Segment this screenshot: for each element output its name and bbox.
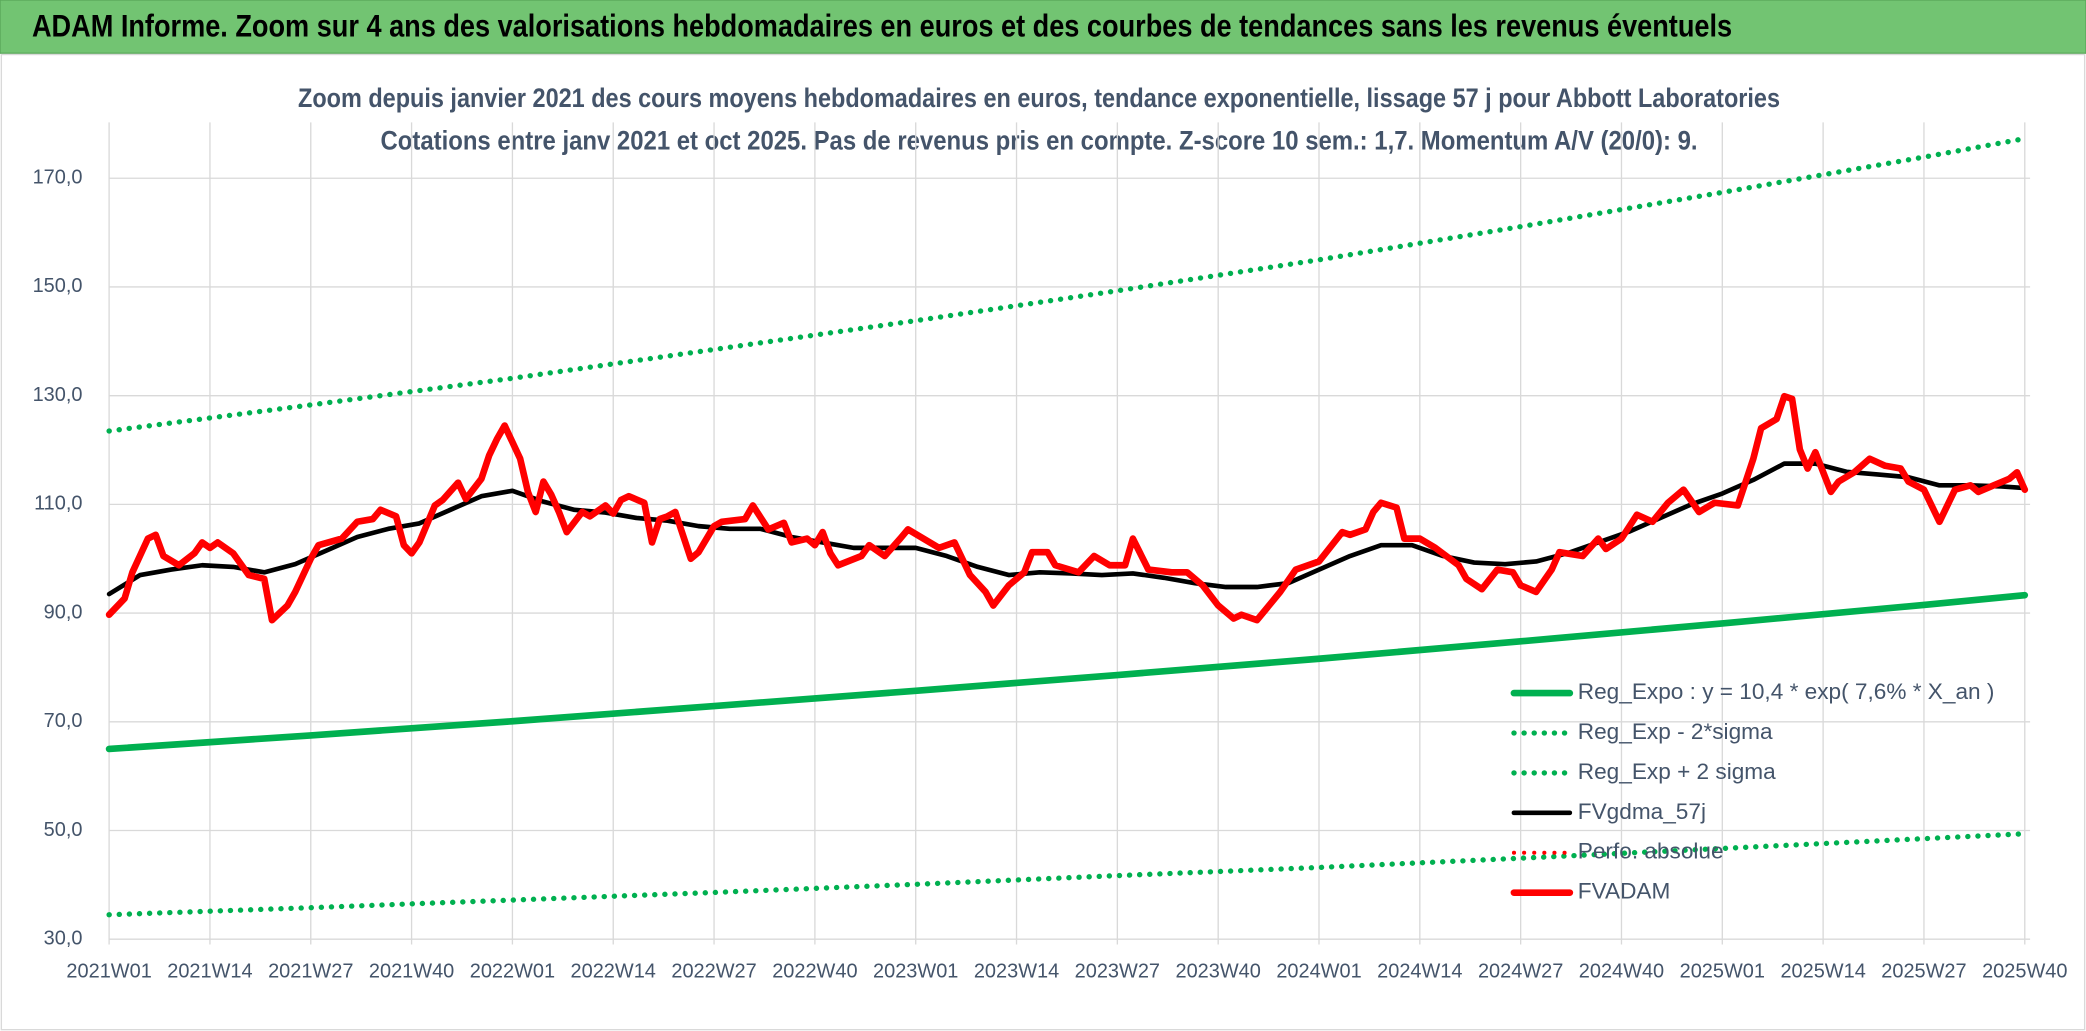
x-tick-label: 2024W01 bbox=[1276, 961, 1361, 983]
x-tick-label: 2025W01 bbox=[1680, 961, 1765, 983]
y-tick-label: 70,0 bbox=[44, 710, 83, 732]
series-line bbox=[105, 392, 2029, 624]
x-tick-label: 2022W40 bbox=[772, 961, 857, 983]
legend-label: Reg_Exp + 2 sigma bbox=[1578, 759, 1776, 784]
x-tick-label: 2023W14 bbox=[974, 961, 1059, 983]
x-tick-label: 2021W14 bbox=[167, 961, 252, 983]
legend-label: FVgdma_57j bbox=[1578, 799, 1706, 824]
x-tick-label: 2022W01 bbox=[470, 961, 555, 983]
x-tick-label: 2021W01 bbox=[66, 961, 151, 983]
grid: 30,0 50,0 70,0 90,0 110,0 130,0 150,0 170,0 2021… bbox=[33, 122, 2067, 983]
legend: Reg_Expo : y = 10,4 * exp( 7,6% * X_an )… bbox=[1510, 679, 1995, 904]
series-line bbox=[106, 831, 2028, 918]
x-tick-label: 2021W27 bbox=[268, 961, 353, 983]
x-tick-label: 2024W14 bbox=[1377, 961, 1462, 983]
x-tick-label: 2025W27 bbox=[1881, 961, 1966, 983]
y-tick-label: 30,0 bbox=[44, 927, 83, 949]
x-tick-label: 2025W14 bbox=[1780, 961, 1865, 983]
y-tick-label: 90,0 bbox=[44, 601, 83, 623]
legend-label: Reg_Exp - 2*sigma bbox=[1578, 719, 1773, 744]
y-tick-label: 170,0 bbox=[33, 167, 83, 189]
series-line bbox=[105, 591, 2029, 753]
chart-subtitle: Cotations entre janv 2021 et oct 2025. P… bbox=[380, 125, 1697, 155]
x-tick-label: 2025W40 bbox=[1982, 961, 2067, 983]
x-tick-label: 2024W27 bbox=[1478, 961, 1563, 983]
y-tick-label: 150,0 bbox=[33, 275, 83, 297]
x-tick-label: 2022W27 bbox=[671, 961, 756, 983]
header-bar bbox=[0, 0, 2086, 54]
legend-label: FVADAM bbox=[1578, 879, 1671, 904]
y-tick-label: 110,0 bbox=[34, 493, 82, 515]
chart-title: Zoom depuis janvier 2021 des cours moyen… bbox=[298, 83, 1780, 113]
y-tick-label: 50,0 bbox=[44, 819, 83, 841]
series-line bbox=[106, 135, 2028, 434]
header-title: ADAM Informe. Zoom sur 4 ans des valoris… bbox=[32, 7, 1732, 43]
x-tick-label: 2023W40 bbox=[1176, 961, 1261, 983]
x-tick-label: 2024W40 bbox=[1579, 961, 1664, 983]
x-tick-label: 2023W01 bbox=[873, 961, 958, 983]
x-tick-label: 2022W14 bbox=[571, 961, 656, 983]
x-tick-label: 2023W27 bbox=[1075, 961, 1160, 983]
legend-label: Reg_Expo : y = 10,4 * exp( 7,6% * X_an ) bbox=[1578, 679, 1995, 704]
plot bbox=[105, 135, 2029, 918]
chart-panel bbox=[0, 53, 2086, 1031]
legend-label: Perfo. absolue bbox=[1578, 839, 1724, 864]
x-tick-label: 2021W40 bbox=[369, 961, 454, 983]
y-tick-label: 130,0 bbox=[33, 384, 83, 406]
